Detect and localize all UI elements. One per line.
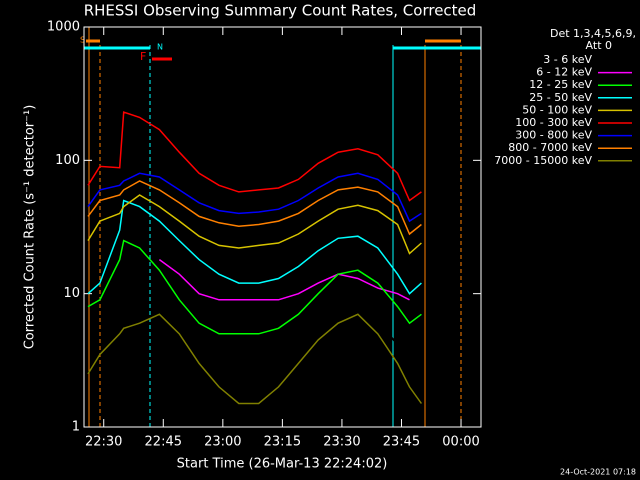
y-tick-label: 10	[63, 286, 80, 301]
chart-title: RHESSI Observing Summary Count Rates, Co…	[84, 2, 477, 20]
legend-label: 7000 - 15000 keV	[494, 154, 592, 167]
series-line	[87, 194, 422, 255]
x-tick-label: 23:30	[323, 435, 360, 450]
series-line	[87, 199, 422, 295]
footer: 24-Oct-2021 07:18	[560, 468, 636, 477]
x-tick-label: 22:45	[145, 435, 182, 450]
x-tick-label: 23:15	[264, 435, 301, 450]
x-tick-label: 23:00	[204, 435, 241, 450]
series-line	[87, 239, 422, 335]
x-tick-label: 00:00	[442, 435, 479, 450]
y-axis-label: Corrected Count Rate (s⁻¹ detector⁻¹)	[23, 105, 38, 350]
y-tick-label: 100	[55, 153, 80, 168]
x-tick-label: 22:30	[85, 435, 122, 450]
legend-label: 50 - 100 keV	[522, 103, 592, 116]
legend-label: 12 - 25 keV	[529, 78, 592, 91]
annotation: S	[80, 36, 85, 45]
series-line	[87, 172, 422, 223]
series-line	[87, 111, 422, 202]
annotation: F	[140, 50, 146, 63]
series-line	[87, 180, 422, 236]
series-line	[159, 292, 411, 388]
plot-frame	[83, 26, 482, 428]
legend-label: 100 - 300 keV	[515, 116, 592, 129]
legend-label: 800 - 7000 keV	[508, 141, 592, 154]
legend-title: Att 0	[586, 39, 612, 52]
legend-label: 300 - 800 keV	[515, 129, 592, 142]
y-tick-label: 1000	[47, 20, 80, 35]
flag-lines	[84, 27, 481, 427]
annotation: N	[157, 43, 163, 52]
legend-label: 6 - 12 keV	[536, 66, 592, 79]
y-tick-label: 1	[72, 420, 80, 435]
x-tick-label: 23:45	[383, 435, 420, 450]
legend-title: Det 1,3,4,5,6,9,	[550, 27, 636, 40]
legend-label: 25 - 50 keV	[529, 91, 592, 104]
legend-label: 3 - 6 keV	[543, 53, 592, 66]
series-line	[87, 313, 423, 405]
x-axis-label: Start Time (26-Mar-13 22:24:02)	[177, 457, 388, 472]
series-line	[158, 258, 410, 301]
